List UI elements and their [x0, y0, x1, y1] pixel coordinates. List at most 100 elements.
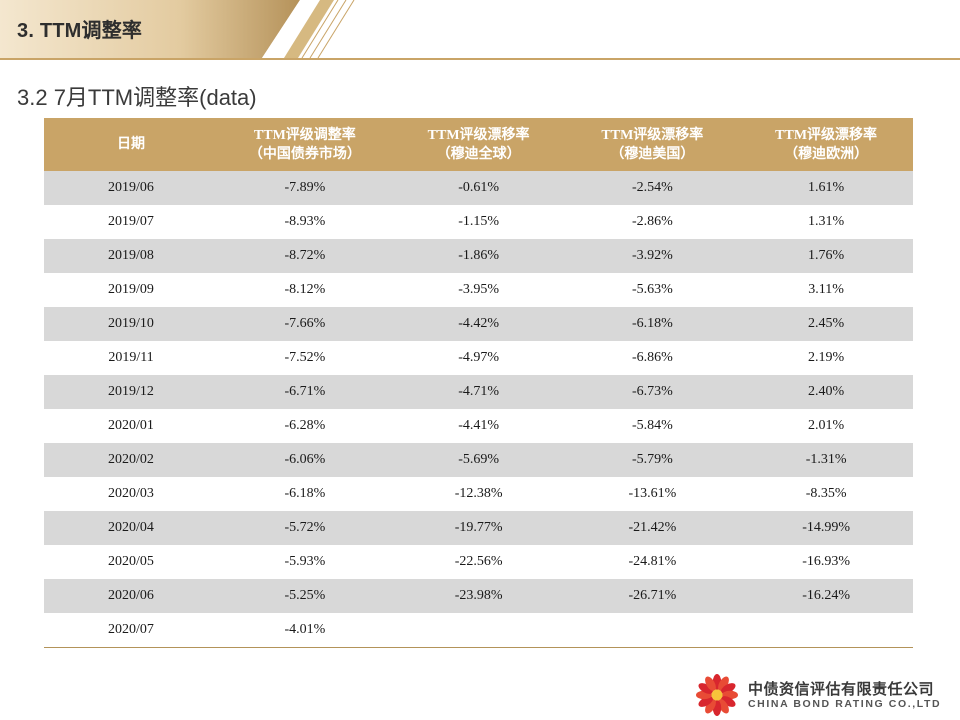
logo-petal	[705, 699, 716, 714]
date-cell: 2020/05	[44, 545, 218, 579]
rate-cell: -1.15%	[391, 205, 566, 239]
column-header-4: TTM评级漂移率 （穆迪欧洲）	[739, 118, 913, 171]
column-header-line2: （穆迪美国）	[610, 146, 695, 162]
date-cell: 2019/07	[44, 205, 218, 239]
section-title: 3. TTM调整率	[17, 20, 143, 42]
rate-cell: -5.79%	[565, 443, 740, 477]
date-cell: 2019/12	[44, 375, 218, 409]
rate-cell: -6.71%	[218, 375, 392, 409]
rate-cell	[391, 613, 566, 648]
rate-cell: -5.72%	[218, 511, 392, 545]
table-row: 2019/09 -8.12% -3.95% -5.63% 3.11%	[44, 273, 913, 307]
rate-cell	[739, 613, 913, 648]
rate-cell: 1.61%	[739, 171, 913, 205]
column-header-0: 日期	[44, 118, 218, 171]
rate-cell: -19.77%	[391, 511, 566, 545]
rate-cell: -16.93%	[739, 545, 913, 579]
logo-petal	[721, 696, 736, 707]
date-cell: 2019/10	[44, 307, 218, 341]
column-header-line1: TTM评级漂移率	[601, 127, 704, 143]
date-cell: 2019/11	[44, 341, 218, 375]
rate-cell: -2.54%	[565, 171, 740, 205]
column-header-line1: TTM评级漂移率	[775, 127, 878, 143]
table-row: 2020/07 -4.01%	[44, 613, 913, 648]
rate-cell: -4.97%	[391, 341, 566, 375]
date-cell: 2020/01	[44, 409, 218, 443]
rate-cell: -23.98%	[391, 579, 566, 613]
table-header: 日期 TTM评级调整率 （中国债券市场） TTM评级漂移率 （穆迪全球） TTM评级漂移率…	[44, 118, 913, 171]
rate-cell: -14.99%	[739, 511, 913, 545]
rate-cell: 2.45%	[739, 307, 913, 341]
rate-cell: -21.42%	[565, 511, 740, 545]
rate-cell: -0.61%	[391, 171, 566, 205]
logo-petal	[718, 699, 729, 714]
rate-cell: -8.35%	[739, 477, 913, 511]
rate-cell: -5.69%	[391, 443, 566, 477]
data-table: 日期 TTM评级调整率 （中国债券市场） TTM评级漂移率 （穆迪全球） TTM评级漂移率…	[44, 118, 913, 648]
rate-cell: -6.73%	[565, 375, 740, 409]
rate-cell: 1.76%	[739, 239, 913, 273]
column-header-2: TTM评级漂移率 （穆迪全球）	[391, 118, 566, 171]
column-header-line2: （穆迪全球）	[436, 146, 521, 162]
rate-cell: -7.89%	[218, 171, 392, 205]
rate-cell: -8.93%	[218, 205, 392, 239]
rate-cell: -4.42%	[391, 307, 566, 341]
rate-cell: 2.19%	[739, 341, 913, 375]
rate-cell: 1.31%	[739, 205, 913, 239]
rate-cell: -24.81%	[565, 545, 740, 579]
rate-cell: -6.86%	[565, 341, 740, 375]
table-row: 2020/05 -5.93% -22.56% -24.81% -16.93%	[44, 545, 913, 579]
rate-cell: -4.41%	[391, 409, 566, 443]
column-header-1: TTM评级调整率 （中国债券市场）	[218, 118, 392, 171]
table-row: 2020/02 -6.06% -5.69% -5.79% -1.31%	[44, 443, 913, 477]
logo-petal	[718, 676, 729, 691]
company-logo: 中债资信评估有限责任公司 CHINA BOND RATING CO.,LTD	[694, 672, 954, 716]
rate-cell: -26.71%	[565, 579, 740, 613]
rate-cell: -13.61%	[565, 477, 740, 511]
date-cell: 2019/09	[44, 273, 218, 307]
rate-cell: -7.66%	[218, 307, 392, 341]
table-row: 2019/11 -7.52% -4.97% -6.86% 2.19%	[44, 341, 913, 375]
date-cell: 2020/06	[44, 579, 218, 613]
table-body: 2019/06 -7.89% -0.61% -2.54% 1.61% 2019/07 -8.…	[44, 171, 913, 648]
table-row: 2020/06 -5.25% -23.98% -26.71% -16.24%	[44, 579, 913, 613]
table-row: 2019/08 -8.72% -1.86% -3.92% 1.76%	[44, 239, 913, 273]
column-header-line1: TTM评级调整率	[253, 127, 356, 143]
rate-cell: -8.12%	[218, 273, 392, 307]
rate-cell: -5.93%	[218, 545, 392, 579]
table-row: 2020/04 -5.72% -19.77% -21.42% -14.99%	[44, 511, 913, 545]
column-header-line1: TTM评级漂移率	[427, 127, 530, 143]
rate-cell: -2.86%	[565, 205, 740, 239]
rate-cell: -6.06%	[218, 443, 392, 477]
company-name-cn: 中债资信评估有限责任公司	[748, 680, 935, 698]
logo-petal	[705, 676, 716, 691]
page-subtitle: 3.2 7月TTM调整率(data)	[17, 85, 257, 110]
rate-cell: 2.01%	[739, 409, 913, 443]
rate-cell: -6.18%	[218, 477, 392, 511]
date-cell: 2020/02	[44, 443, 218, 477]
table-row: 2020/03 -6.18% -12.38% -13.61% -8.35%	[44, 477, 913, 511]
rate-cell: -5.63%	[565, 273, 740, 307]
table-row: 2019/06 -7.89% -0.61% -2.54% 1.61%	[44, 171, 913, 205]
date-cell: 2020/03	[44, 477, 218, 511]
rate-cell: -8.72%	[218, 239, 392, 273]
column-header-line2: （中国债券市场）	[248, 146, 361, 162]
rate-cell: -1.31%	[739, 443, 913, 477]
date-cell: 2020/07	[44, 613, 218, 648]
table-row: 2019/07 -8.93% -1.15% -2.86% 1.31%	[44, 205, 913, 239]
rate-cell: -22.56%	[391, 545, 566, 579]
rate-cell: 3.11%	[739, 273, 913, 307]
column-header-3: TTM评级漂移率 （穆迪美国）	[565, 118, 740, 171]
rate-cell	[565, 613, 740, 648]
logo-petal	[698, 696, 713, 707]
column-header-line2: （穆迪欧洲）	[784, 146, 869, 162]
rate-cell: -5.25%	[218, 579, 392, 613]
rate-cell: -4.01%	[218, 613, 392, 648]
rate-cell: 2.40%	[739, 375, 913, 409]
rate-cell: -6.28%	[218, 409, 392, 443]
logo-core	[711, 689, 723, 701]
header-decoration	[0, 0, 355, 59]
rate-cell: -12.38%	[391, 477, 566, 511]
table-row: 2019/12 -6.71% -4.71% -6.73% 2.40%	[44, 375, 913, 409]
